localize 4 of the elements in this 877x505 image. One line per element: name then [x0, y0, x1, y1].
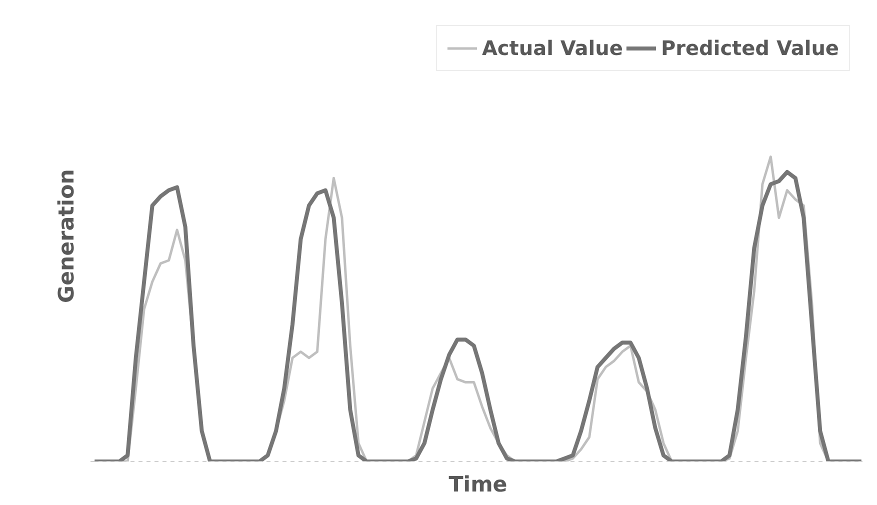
y-axis-title: Generation [54, 169, 80, 303]
legend-label: Predicted Value [660, 36, 839, 60]
x-axis-title: Time [448, 472, 508, 498]
legend-label: Actual Value [482, 36, 623, 60]
